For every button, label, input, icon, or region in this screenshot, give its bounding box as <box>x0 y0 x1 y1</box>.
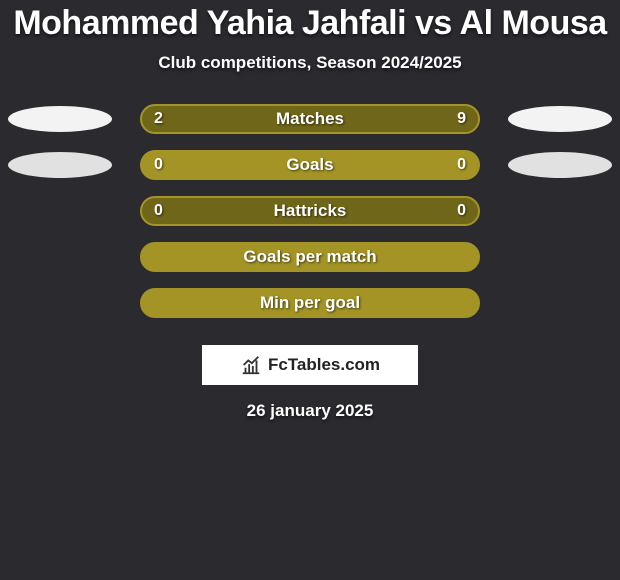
stat-value-right: 0 <box>457 202 466 220</box>
stat-label: Min per goal <box>260 293 360 313</box>
stat-bar: Goals per match <box>140 242 480 272</box>
player-oval-left <box>8 106 112 132</box>
brand-text: FcTables.com <box>268 355 380 375</box>
stat-label: Goals per match <box>243 247 376 267</box>
stat-row: Min per goal <box>0 285 620 331</box>
stat-bar: 2 Matches 9 <box>140 104 480 134</box>
player-oval-left <box>8 152 112 178</box>
stat-value-right: 9 <box>457 110 466 128</box>
stat-bar: 0 Hattricks 0 <box>140 196 480 226</box>
chart-icon <box>240 354 262 376</box>
footer-date: 26 january 2025 <box>0 401 620 421</box>
stat-value-left: 2 <box>154 110 163 128</box>
brand-badge: FcTables.com <box>202 345 418 385</box>
header: Mohammed Yahia Jahfali vs Al Mousa Club … <box>0 0 620 73</box>
stat-row: 2 Matches 9 <box>0 101 620 147</box>
stat-row: 0 Goals 0 <box>0 147 620 193</box>
page-subtitle: Club competitions, Season 2024/2025 <box>0 53 620 73</box>
stat-row: 0 Hattricks 0 <box>0 193 620 239</box>
player-oval-right <box>508 106 612 132</box>
stat-value-right: 0 <box>457 156 466 174</box>
stat-label: Matches <box>276 109 344 129</box>
stat-value-left: 0 <box>154 202 163 220</box>
stat-bar: Min per goal <box>140 288 480 318</box>
stat-row: Goals per match <box>0 239 620 285</box>
player-oval-right <box>508 152 612 178</box>
stat-bar: 0 Goals 0 <box>140 150 480 180</box>
stat-value-left: 0 <box>154 156 163 174</box>
stat-label: Goals <box>286 155 333 175</box>
stat-rows: 2 Matches 9 0 Goals 0 0 Hattricks 0 Goals per mat… <box>0 101 620 331</box>
stat-label: Hattricks <box>274 201 347 221</box>
page-title: Mohammed Yahia Jahfali vs Al Mousa <box>0 4 620 43</box>
